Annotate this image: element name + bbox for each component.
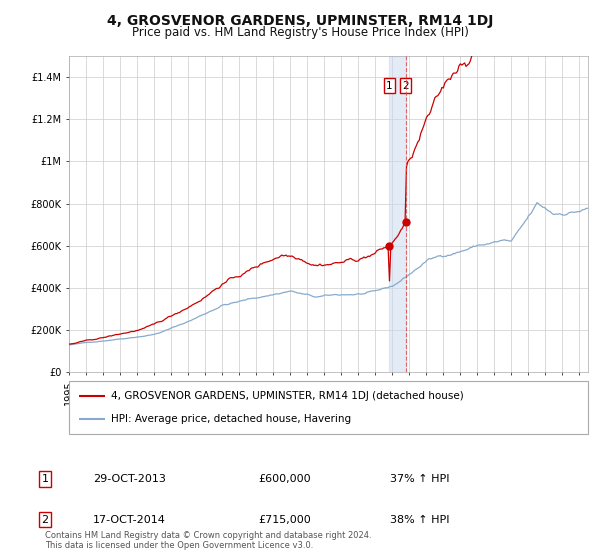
Text: 29-OCT-2013: 29-OCT-2013 <box>93 474 166 484</box>
Bar <box>389 56 406 372</box>
Text: 2: 2 <box>403 81 409 91</box>
Text: Contains HM Land Registry data © Crown copyright and database right 2024.
This d: Contains HM Land Registry data © Crown c… <box>45 530 371 550</box>
Text: 1: 1 <box>41 474 49 484</box>
Text: 4, GROSVENOR GARDENS, UPMINSTER, RM14 1DJ: 4, GROSVENOR GARDENS, UPMINSTER, RM14 1D… <box>107 14 493 28</box>
Text: 2: 2 <box>41 515 49 525</box>
Text: HPI: Average price, detached house, Havering: HPI: Average price, detached house, Have… <box>110 414 350 424</box>
Text: 4, GROSVENOR GARDENS, UPMINSTER, RM14 1DJ (detached house): 4, GROSVENOR GARDENS, UPMINSTER, RM14 1D… <box>110 391 463 401</box>
Text: 37% ↑ HPI: 37% ↑ HPI <box>390 474 449 484</box>
Text: £715,000: £715,000 <box>258 515 311 525</box>
Text: £600,000: £600,000 <box>258 474 311 484</box>
Text: Price paid vs. HM Land Registry's House Price Index (HPI): Price paid vs. HM Land Registry's House … <box>131 26 469 39</box>
Text: 38% ↑ HPI: 38% ↑ HPI <box>390 515 449 525</box>
Text: 17-OCT-2014: 17-OCT-2014 <box>93 515 166 525</box>
Text: 1: 1 <box>386 81 393 91</box>
